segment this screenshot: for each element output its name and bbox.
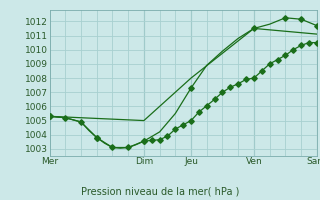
Text: Pression niveau de la mer( hPa ): Pression niveau de la mer( hPa ) — [81, 186, 239, 196]
